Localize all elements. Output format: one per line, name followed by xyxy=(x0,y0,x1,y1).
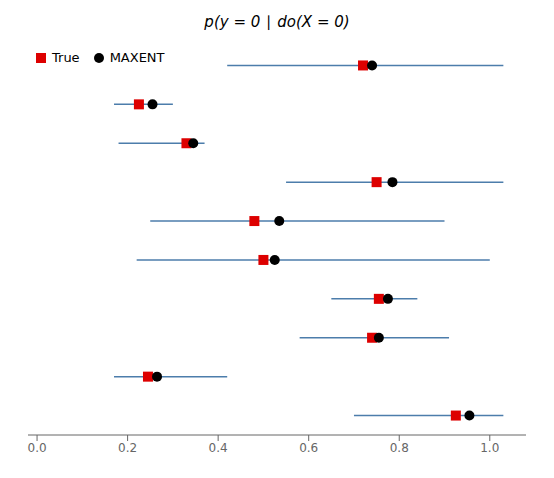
html-text:True: True xyxy=(52,50,80,65)
svg-text:0.6: 0.6 xyxy=(299,441,318,455)
svg-text:0.4: 0.4 xyxy=(209,441,228,455)
svg-text:0.0: 0.0 xyxy=(28,441,47,455)
svg-text:1.0: 1.0 xyxy=(480,441,499,455)
svg-text:0.8: 0.8 xyxy=(390,441,409,455)
svg-text:0.2: 0.2 xyxy=(118,441,137,455)
html-text:MAXENT: MAXENT xyxy=(109,50,165,65)
html-text:p(y = 0 ∣ do(X = 0): p(y = 0 ∣ do(X = 0) xyxy=(204,13,350,31)
